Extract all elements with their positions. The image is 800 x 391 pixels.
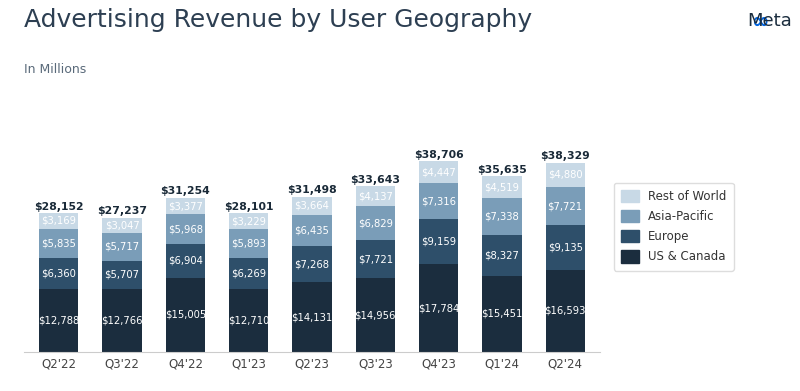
Text: $3,664: $3,664 bbox=[294, 201, 330, 211]
Bar bbox=[546, 163, 585, 187]
Text: $28,101: $28,101 bbox=[224, 202, 274, 212]
Bar bbox=[292, 215, 332, 246]
Bar bbox=[102, 218, 142, 233]
Bar bbox=[546, 225, 585, 270]
Bar bbox=[102, 261, 142, 289]
Text: $5,707: $5,707 bbox=[105, 270, 140, 280]
Text: $5,968: $5,968 bbox=[168, 224, 203, 234]
Bar bbox=[102, 233, 142, 261]
Text: $12,766: $12,766 bbox=[102, 316, 143, 325]
Text: $6,904: $6,904 bbox=[168, 256, 203, 266]
Text: $7,721: $7,721 bbox=[358, 254, 393, 264]
Bar bbox=[419, 264, 458, 352]
Text: Meta: Meta bbox=[747, 12, 792, 30]
Bar bbox=[419, 183, 458, 219]
Text: $28,152: $28,152 bbox=[34, 202, 84, 212]
Bar bbox=[356, 240, 395, 278]
Bar bbox=[482, 199, 522, 235]
Text: $35,635: $35,635 bbox=[477, 165, 526, 175]
Text: $5,835: $5,835 bbox=[42, 238, 76, 248]
Bar bbox=[292, 246, 332, 282]
Text: $3,229: $3,229 bbox=[231, 216, 266, 226]
Bar bbox=[39, 213, 78, 229]
Text: $38,706: $38,706 bbox=[414, 150, 463, 160]
Text: $7,721: $7,721 bbox=[548, 201, 582, 211]
Bar bbox=[102, 289, 142, 352]
Text: $6,269: $6,269 bbox=[231, 269, 266, 279]
Text: $9,135: $9,135 bbox=[548, 242, 582, 253]
Bar bbox=[356, 278, 395, 352]
Text: $33,643: $33,643 bbox=[350, 174, 400, 185]
Text: $6,435: $6,435 bbox=[294, 226, 330, 235]
Bar bbox=[419, 219, 458, 264]
Legend: Rest of World, Asia-Pacific, Europe, US & Canada: Rest of World, Asia-Pacific, Europe, US … bbox=[614, 183, 734, 271]
Text: $14,956: $14,956 bbox=[354, 310, 396, 320]
Text: $6,360: $6,360 bbox=[42, 268, 76, 278]
Text: $8,327: $8,327 bbox=[485, 250, 519, 260]
Bar bbox=[356, 206, 395, 240]
Text: $16,593: $16,593 bbox=[545, 306, 586, 316]
Text: $3,047: $3,047 bbox=[105, 220, 139, 230]
Bar bbox=[166, 278, 205, 352]
Text: $12,788: $12,788 bbox=[38, 316, 79, 325]
Text: $14,131: $14,131 bbox=[291, 312, 333, 322]
Text: Advertising Revenue by User Geography: Advertising Revenue by User Geography bbox=[24, 8, 532, 32]
Bar bbox=[229, 213, 268, 229]
Bar bbox=[229, 258, 268, 289]
Text: $4,447: $4,447 bbox=[422, 167, 456, 177]
Text: ∞: ∞ bbox=[750, 12, 768, 32]
Text: $27,237: $27,237 bbox=[97, 206, 147, 216]
Bar bbox=[166, 244, 205, 278]
Text: $12,710: $12,710 bbox=[228, 316, 270, 326]
Text: $4,137: $4,137 bbox=[358, 191, 393, 201]
Bar bbox=[546, 187, 585, 225]
Bar bbox=[39, 229, 78, 258]
Bar bbox=[229, 289, 268, 352]
Text: $7,268: $7,268 bbox=[294, 259, 330, 269]
Bar bbox=[356, 186, 395, 206]
Text: $38,329: $38,329 bbox=[540, 151, 590, 161]
Text: $7,338: $7,338 bbox=[485, 212, 519, 222]
Bar bbox=[482, 235, 522, 276]
Text: $15,451: $15,451 bbox=[482, 309, 522, 319]
Text: $15,005: $15,005 bbox=[165, 310, 206, 320]
Text: $17,784: $17,784 bbox=[418, 303, 459, 313]
Bar bbox=[229, 229, 268, 258]
Bar bbox=[482, 176, 522, 199]
Text: In Millions: In Millions bbox=[24, 63, 86, 75]
Text: $4,880: $4,880 bbox=[548, 170, 582, 180]
Bar bbox=[39, 258, 78, 289]
Bar bbox=[166, 215, 205, 244]
Text: $7,316: $7,316 bbox=[421, 196, 456, 206]
Bar bbox=[419, 161, 458, 183]
Text: $31,498: $31,498 bbox=[287, 185, 337, 195]
Text: $5,893: $5,893 bbox=[231, 239, 266, 249]
Text: $6,829: $6,829 bbox=[358, 218, 393, 228]
Text: $9,159: $9,159 bbox=[421, 237, 456, 247]
Text: $4,519: $4,519 bbox=[484, 182, 519, 192]
Text: $31,254: $31,254 bbox=[161, 187, 210, 196]
Text: $5,717: $5,717 bbox=[105, 242, 140, 252]
Bar bbox=[292, 197, 332, 215]
Bar bbox=[39, 289, 78, 352]
Bar bbox=[166, 198, 205, 215]
Text: $3,377: $3,377 bbox=[168, 201, 203, 211]
Bar bbox=[292, 282, 332, 352]
Bar bbox=[546, 270, 585, 352]
Text: $3,169: $3,169 bbox=[42, 216, 76, 226]
Bar bbox=[482, 276, 522, 352]
